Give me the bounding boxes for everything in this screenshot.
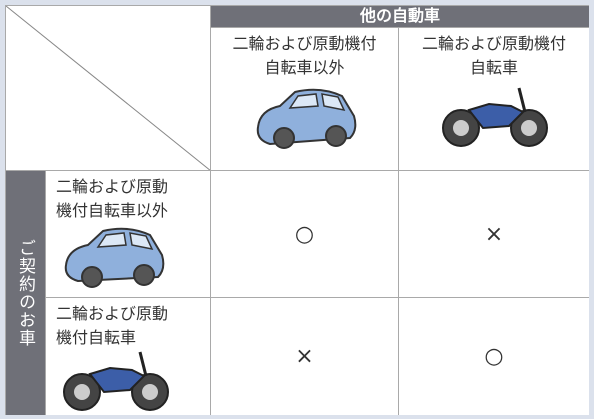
header-line: 二輪および原動機付 [232, 34, 377, 53]
cell: × [398, 170, 589, 297]
header-line: 二輪および原動 [56, 177, 169, 196]
header-line: 二輪および原動 [56, 304, 169, 323]
row-header: 二輪および原動 機付自転車以外 [45, 170, 210, 297]
row-header: 二輪および原動 機付自転車 [45, 297, 210, 415]
cell: ○ [210, 170, 398, 297]
car-icon [64, 227, 165, 288]
motorcycle-icon [442, 87, 548, 147]
row-group-header: ご契約のお車 [5, 170, 45, 415]
header-line: 自転車以外 [264, 58, 345, 77]
header-line: 機付自転車以外 [56, 201, 169, 220]
cell: × [210, 297, 398, 415]
column-header: 二輪および原動機付 自転車以外 [210, 27, 398, 170]
car-icon [256, 88, 356, 149]
diagonal [5, 5, 212, 172]
corner-cell [5, 5, 212, 172]
motorcycle-icon [63, 351, 169, 411]
column-header: 二輪および原動機付 自転車 [398, 27, 589, 170]
header-line: 二輪および原動機付 [421, 34, 566, 53]
header-line: 自転車 [469, 58, 518, 77]
cell: ○ [398, 297, 589, 415]
header-line: 機付自転車 [56, 328, 137, 347]
column-group-header: 他の自動車 [210, 5, 589, 27]
